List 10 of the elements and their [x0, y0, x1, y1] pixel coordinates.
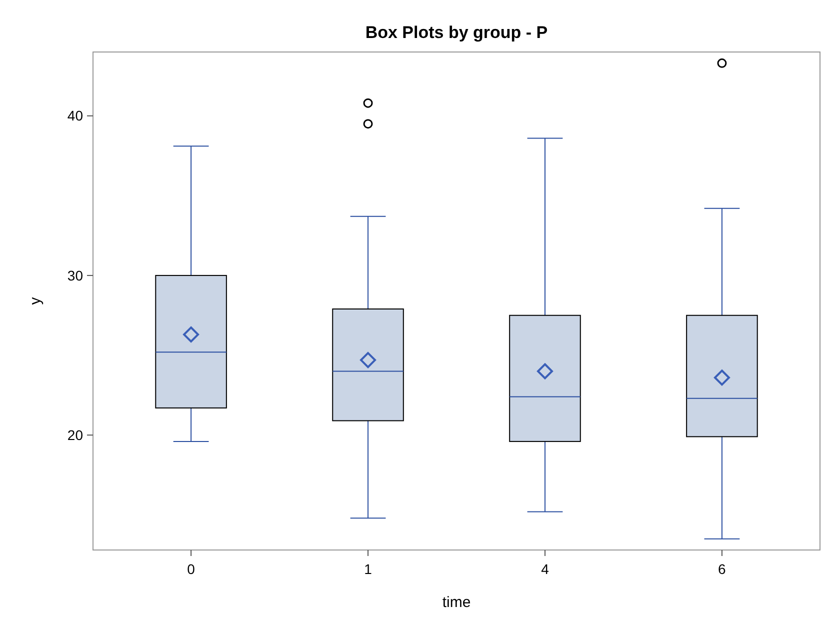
x-axis-title: time: [442, 594, 471, 611]
y-tick-label: 40: [67, 108, 84, 124]
x-tick-label: 0: [187, 561, 196, 577]
y-axis-title: y: [27, 296, 44, 305]
y-tick-label: 20: [67, 426, 84, 443]
x-tick-label: 4: [541, 561, 550, 577]
x-tick-label: 6: [718, 561, 726, 577]
y-tick-label: 30: [67, 267, 84, 284]
chart-title: Box Plots by group - P: [365, 23, 548, 42]
x-tick-label: 1: [364, 561, 372, 577]
